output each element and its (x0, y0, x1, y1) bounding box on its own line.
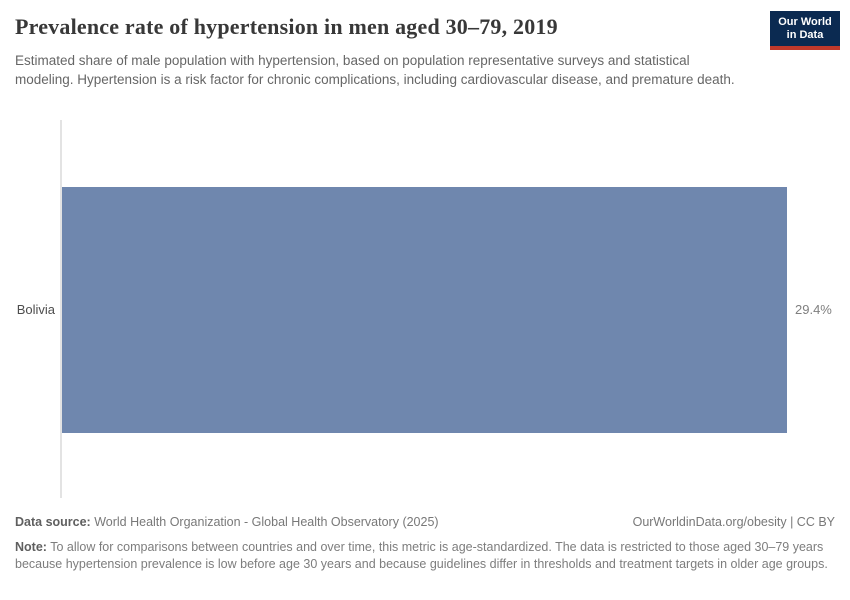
note-text: To allow for comparisons between countri… (15, 540, 828, 571)
footer-source-row: Data source: World Health Organization -… (15, 515, 835, 529)
page-title: Prevalence rate of hypertension in men a… (15, 14, 558, 39)
chart-subtitle: Estimated share of male population with … (15, 53, 735, 88)
owid-logo-line1: Our World (778, 16, 832, 28)
data-source-text: World Health Organization - Global Healt… (90, 515, 439, 529)
attribution-text: OurWorldinData.org/obesity | CC BY (632, 515, 835, 529)
data-source-line: Data source: World Health Organization -… (15, 515, 439, 529)
category-label: Bolivia (16, 302, 55, 317)
value-label: 29.4% (795, 302, 832, 317)
note-label: Note: (15, 540, 47, 554)
owid-logo: Our World in Data (770, 11, 840, 50)
data-source-label: Data source: (15, 515, 91, 529)
bar-bolivia[interactable] (62, 187, 787, 433)
footer-note: Note: To allow for comparisons between c… (15, 539, 837, 573)
bar-chart: Bolivia 29.4% (0, 120, 850, 498)
owid-logo-line2: in Data (786, 29, 824, 41)
y-axis-line (60, 120, 62, 498)
